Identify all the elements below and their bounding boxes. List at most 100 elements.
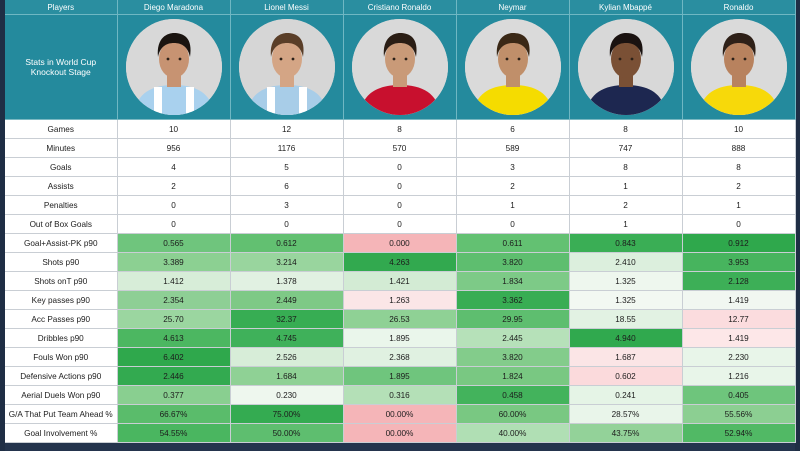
stat-value-cell: 25.70 (117, 309, 231, 329)
stat-value-cell: 3.820 (456, 252, 570, 272)
stat-value-cell: 0.565 (117, 233, 231, 253)
stat-value-cell: 2.354 (117, 290, 231, 310)
stat-value-cell: 00.00% (343, 404, 457, 424)
stat-value-cell: 3.953 (682, 252, 796, 272)
stat-value-cell: 43.75% (569, 423, 683, 443)
stat-label: Fouls Won p90 (5, 347, 118, 367)
player-name-header: Kylian Mbappé (569, 0, 683, 15)
table-row: G/A That Put Team Ahead % 66.67% 75.00% 00.… (5, 404, 796, 424)
stat-value-cell: 0 (117, 214, 231, 234)
stat-value-cell: 50.00% (230, 423, 344, 443)
stat-value-cell: 2 (456, 176, 570, 196)
player-name-header-row: Players Diego Maradona Lionel Messi Cris… (5, 0, 796, 15)
table-row: Games 10 12 8 6 8 10 (5, 119, 796, 139)
player-stats-table: Players Diego Maradona Lionel Messi Cris… (5, 0, 796, 443)
stat-value-cell: 1.419 (682, 290, 796, 310)
stat-value-cell: 6.402 (117, 347, 231, 367)
stat-value-cell: 3.389 (117, 252, 231, 272)
table-caption-cell: Stats in World Cup Knockout Stage (5, 14, 118, 120)
stat-value-cell: 0.000 (343, 233, 457, 253)
stat-value-cell: 0.612 (230, 233, 344, 253)
stat-value-cell: 0 (343, 195, 457, 215)
stat-label: Goals (5, 157, 118, 177)
table-row: Penalties 0 3 0 1 2 1 (5, 195, 796, 215)
player-photo-cell (569, 14, 683, 120)
stat-value-cell: 0.405 (682, 385, 796, 405)
stat-value-cell: 589 (456, 138, 570, 158)
players-column-header: Players (5, 0, 118, 15)
stat-value-cell: 2 (117, 176, 231, 196)
stats-body: Games 10 12 8 6 8 10 Minutes 956 1176 570 589 747 888… (5, 119, 796, 443)
stat-label: Shots p90 (5, 252, 118, 272)
table-row: Aerial Duels Won p90 0.377 0.230 0.316 0.458… (5, 385, 796, 405)
stat-label: Aerial Duels Won p90 (5, 385, 118, 405)
stat-value-cell: 28.57% (569, 404, 683, 424)
stat-value-cell: 3 (230, 195, 344, 215)
player-name-header: Diego Maradona (117, 0, 231, 15)
stat-value-cell: 1176 (230, 138, 344, 158)
table-row: Shots p90 3.389 3.214 4.263 3.820 2.410 3.953 (5, 252, 796, 272)
stat-value-cell: 1.412 (117, 271, 231, 291)
stat-value-cell: 2 (682, 176, 796, 196)
stat-value-cell: 0.458 (456, 385, 570, 405)
stat-value-cell: 0 (456, 214, 570, 234)
stat-value-cell: 0 (230, 214, 344, 234)
player-photo-cell (682, 14, 796, 120)
stat-value-cell: 1.419 (682, 328, 796, 348)
table-row: Fouls Won p90 6.402 2.526 2.368 3.820 1.687 2.… (5, 347, 796, 367)
stat-value-cell: 1.325 (569, 290, 683, 310)
table-row: Goal+Assist-PK p90 0.565 0.612 0.000 0.611 0.… (5, 233, 796, 253)
player-name-header: Lionel Messi (230, 0, 344, 15)
player-photo-cell (230, 14, 344, 120)
table-row: Assists 2 6 0 2 1 2 (5, 176, 796, 196)
stat-value-cell: 3.820 (456, 347, 570, 367)
player-portrait-cristiano (351, 19, 448, 115)
stat-value-cell: 0.316 (343, 385, 457, 405)
stat-value-cell: 60.00% (456, 404, 570, 424)
stat-label: Penalties (5, 195, 118, 215)
stat-value-cell: 18.55 (569, 309, 683, 329)
stat-value-cell: 6 (230, 176, 344, 196)
stat-value-cell: 3.214 (230, 252, 344, 272)
stat-value-cell: 8 (569, 157, 683, 177)
stat-value-cell: 0.843 (569, 233, 683, 253)
stat-value-cell: 1.263 (343, 290, 457, 310)
stat-value-cell: 00.00% (343, 423, 457, 443)
stat-value-cell: 4.940 (569, 328, 683, 348)
stat-value-cell: 1.421 (343, 271, 457, 291)
stat-value-cell: 0 (343, 214, 457, 234)
stat-value-cell: 8 (569, 119, 683, 139)
stat-label: Games (5, 119, 118, 139)
player-photo-cell (117, 14, 231, 120)
stat-value-cell: 1 (456, 195, 570, 215)
stat-label: Defensive Actions p90 (5, 366, 118, 386)
player-name-header: Ronaldo (682, 0, 796, 15)
table-row: Goal Involvement % 54.55% 50.00% 00.00% 40.0… (5, 423, 796, 443)
stat-value-cell: 0.611 (456, 233, 570, 253)
stat-value-cell: 75.00% (230, 404, 344, 424)
stat-value-cell: 0.912 (682, 233, 796, 253)
stat-value-cell: 0.230 (230, 385, 344, 405)
stat-value-cell: 1.216 (682, 366, 796, 386)
stat-value-cell: 0 (117, 195, 231, 215)
stat-label: Shots onT p90 (5, 271, 118, 291)
player-photo-row: Stats in World Cup Knockout Stage (5, 14, 796, 120)
table-row: Acc Passes p90 25.70 32.37 26.53 29.95 18.55 1… (5, 309, 796, 329)
stat-value-cell: 12 (230, 119, 344, 139)
player-portrait-mbappe (577, 19, 674, 115)
stat-label: Out of Box Goals (5, 214, 118, 234)
stat-value-cell: 2.230 (682, 347, 796, 367)
stat-value-cell: 4.263 (343, 252, 457, 272)
stat-value-cell: 2.449 (230, 290, 344, 310)
stat-label: Key passes p90 (5, 290, 118, 310)
stat-value-cell: 2.368 (343, 347, 457, 367)
stat-value-cell: 1.684 (230, 366, 344, 386)
stat-value-cell: 888 (682, 138, 796, 158)
table-caption: Stats in World Cup Knockout Stage (25, 56, 97, 78)
stat-value-cell: 0 (343, 176, 457, 196)
stat-value-cell: 5 (230, 157, 344, 177)
stat-label: Acc Passes p90 (5, 309, 118, 329)
stat-label: Goal Involvement % (5, 423, 118, 443)
player-photo-cell (343, 14, 457, 120)
stat-value-cell: 6 (456, 119, 570, 139)
